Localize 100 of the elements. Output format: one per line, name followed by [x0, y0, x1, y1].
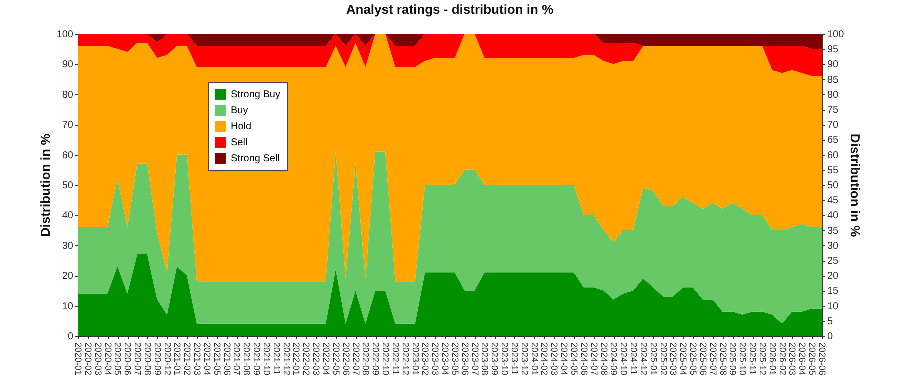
x-tick-label: 2024-12 [638, 342, 649, 375]
x-tick-label: 2024-11 [629, 342, 640, 375]
legend-label: Buy [231, 106, 248, 116]
x-tick-label: 2026-02 [778, 342, 788, 375]
x-tick-label: 2023-11 [510, 342, 520, 375]
x-tick-label: 2020-08 [142, 342, 153, 375]
y-tick-label: 20 [62, 271, 74, 282]
x-tick-label: 2021-12 [282, 342, 292, 375]
x-tick-label: 2023-03 [430, 342, 441, 375]
y2-tick-label: 65 [828, 135, 840, 146]
x-tick-label: 2021-10 [262, 342, 272, 375]
legend-label: Strong Buy [231, 90, 280, 100]
series-label: Sell [231, 138, 248, 148]
x-tick-label: 2022-11 [390, 342, 401, 375]
x-tick-label: 2026-04 [798, 342, 808, 375]
x-tick-label: 2020-12 [162, 342, 173, 375]
y2-tick-label: 50 [828, 180, 840, 192]
x-tick-label: 2025-12 [758, 342, 768, 375]
x-tick-label: 2020-05 [113, 342, 124, 375]
x-tick-label: 2025-06 [698, 342, 708, 375]
y2-tick-label: 30 [828, 240, 840, 252]
y2-tick-label: 95 [828, 44, 840, 56]
x-tick-label: 2021-02 [182, 342, 193, 375]
y-tick-label: 60 [62, 150, 74, 162]
x-tick-label: 2025-03 [668, 342, 679, 375]
x-tick-label: 2022-10 [381, 342, 392, 375]
x-tick-label: 2025-11 [748, 342, 758, 375]
y2-tick-label: 75 [828, 105, 840, 116]
x-tick-label: 2025-08 [718, 342, 728, 375]
x-tick-label: 2024-07 [589, 342, 600, 375]
x-tick-label: 2023-09 [490, 342, 500, 375]
y-tick-label: 50 [62, 180, 74, 192]
x-tick-label: 2021-05 [212, 342, 222, 375]
x-tick-label: 2025-10 [738, 342, 748, 375]
x-tick-label: 2020-09 [152, 342, 163, 375]
y2-tick-label: 10 [828, 301, 840, 312]
x-tick-label: 2026-01 [768, 342, 778, 375]
x-tick-label: 2023-06 [460, 342, 470, 375]
x-tick-label: 2021-04 [202, 342, 212, 375]
y2-tick-label: 0 [828, 332, 834, 342]
y-tick-label: 10 [62, 301, 74, 312]
x-tick-label: 2021-09 [252, 342, 262, 375]
x-tick-label: 2022-07 [351, 342, 362, 375]
y-axis-title: Distribution in % [38, 133, 53, 238]
x-tick-label: 2023-08 [480, 342, 490, 375]
y2-tick-label: 60 [828, 150, 840, 162]
x-tick-label: 2023-01 [410, 342, 421, 375]
x-tick-label: 2024-03 [550, 342, 560, 375]
x-tick-label: 2022-09 [371, 342, 382, 375]
x-tick-label: 2024-06 [579, 342, 590, 375]
y2-tick-label: 35 [828, 226, 840, 237]
x-tick-label: 2023-10 [500, 342, 510, 375]
y-tick-label: 40 [62, 210, 74, 222]
x-tick-label: 2021-07 [232, 342, 242, 375]
y2-tick-label: 100 [828, 30, 845, 40]
y2-tick-label: 70 [828, 120, 840, 132]
x-tick-label: 2023-12 [520, 342, 530, 375]
x-tick-label: 2020-07 [133, 342, 144, 375]
x-tick-label: 2026-06 [818, 342, 828, 375]
x-tick-label: 2020-06 [123, 342, 134, 375]
y-tick-label: 70 [62, 120, 74, 132]
x-tick-label: 2022-04 [322, 342, 332, 375]
x-tick-label: 2021-11 [272, 342, 282, 375]
x-tick-label: 2023-07 [470, 342, 480, 375]
y2-tick-label: 20 [828, 271, 840, 282]
x-tick-label: 2026-05 [808, 342, 818, 375]
x-tick-label: 2026-03 [788, 342, 798, 375]
y2-tick-label: 15 [828, 286, 840, 298]
series-label: Strong Sell [231, 154, 280, 164]
x-tick-label: 2025-07 [708, 342, 718, 375]
chart-title: Analyst ratings - distribution in % [346, 2, 554, 17]
y-tick-label: 80 [62, 90, 74, 101]
x-tick-label: 2020-02 [83, 342, 94, 375]
x-tick-label: 2022-08 [361, 342, 372, 375]
x-tick-label: 2024-08 [599, 342, 610, 375]
x-tick-label: 2020-01 [74, 342, 84, 375]
y2-tick-label: 55 [828, 165, 840, 176]
x-tick-label: 2024-01 [530, 342, 540, 375]
x-tick-label: 2021-08 [242, 342, 252, 375]
x-tick-label: 2025-09 [728, 342, 738, 375]
x-tick-label: 2023-04 [440, 342, 451, 375]
y2-tick-label: 25 [828, 256, 840, 267]
x-tick-label: 2022-05 [331, 342, 342, 375]
x-tick-label: 2024-02 [540, 342, 550, 375]
x-tick-label: 2024-10 [619, 342, 630, 375]
y2-tick-label: 45 [828, 196, 840, 207]
x-tick-label: 2025-02 [658, 342, 669, 375]
x-tick-label: 2022-12 [400, 342, 411, 375]
x-tick-label: 2021-01 [172, 342, 183, 375]
y2-tick-label: 90 [828, 60, 840, 71]
x-tick-label: 2023-02 [420, 342, 431, 375]
x-tick-label: 2022-06 [341, 342, 352, 375]
series-label: Hold [231, 122, 252, 132]
y2-axis-title: Distribution in % [848, 134, 864, 238]
y2-tick-label: 40 [828, 210, 840, 222]
x-tick-label: 2022-01 [292, 342, 302, 375]
y2-tick-label: 85 [828, 74, 840, 86]
x-tick-label: 2020-04 [103, 342, 114, 375]
x-tick-label: 2021-06 [222, 342, 232, 375]
x-tick-label: 2024-04 [560, 342, 570, 375]
